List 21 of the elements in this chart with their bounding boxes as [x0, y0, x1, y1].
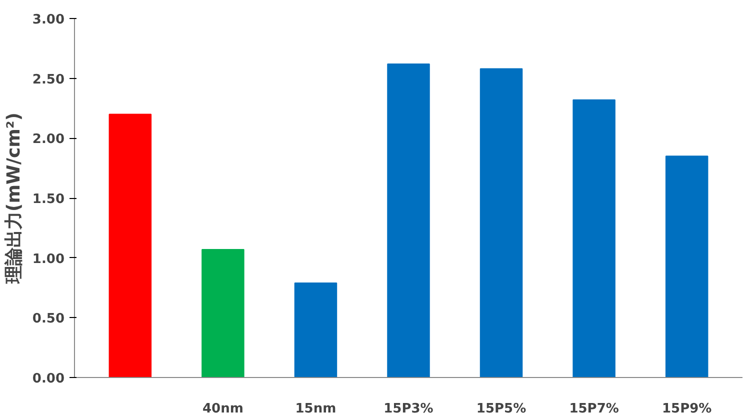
x-tick-label: 15P9%: [662, 402, 712, 416]
x-tick-label: 15nm: [295, 402, 336, 416]
bar: [202, 248, 244, 378]
bar: [572, 99, 616, 378]
y-tick-label: 2.00: [32, 132, 65, 148]
bar: [480, 68, 523, 378]
x-tick-label: 15P5%: [476, 402, 526, 416]
bar: [108, 114, 152, 378]
bar: [387, 63, 430, 378]
y-tick-label: 0.00: [32, 372, 65, 386]
y-tick-label: 1.50: [32, 192, 65, 207]
x-tick-label: 15P3%: [384, 402, 434, 416]
bar: [294, 282, 338, 378]
y-tick-label: 2.50: [32, 72, 65, 88]
y-tick-label: 0.50: [32, 312, 65, 327]
x-tick-label: 40nm: [202, 402, 244, 416]
y-tick-label: 3.00: [32, 12, 65, 28]
y-axis-title: 理論出力(mW/cm²): [3, 112, 24, 284]
bar: [665, 156, 708, 378]
x-tick-label: 15P7%: [569, 402, 619, 416]
y-tick-label: 1.00: [32, 252, 65, 267]
